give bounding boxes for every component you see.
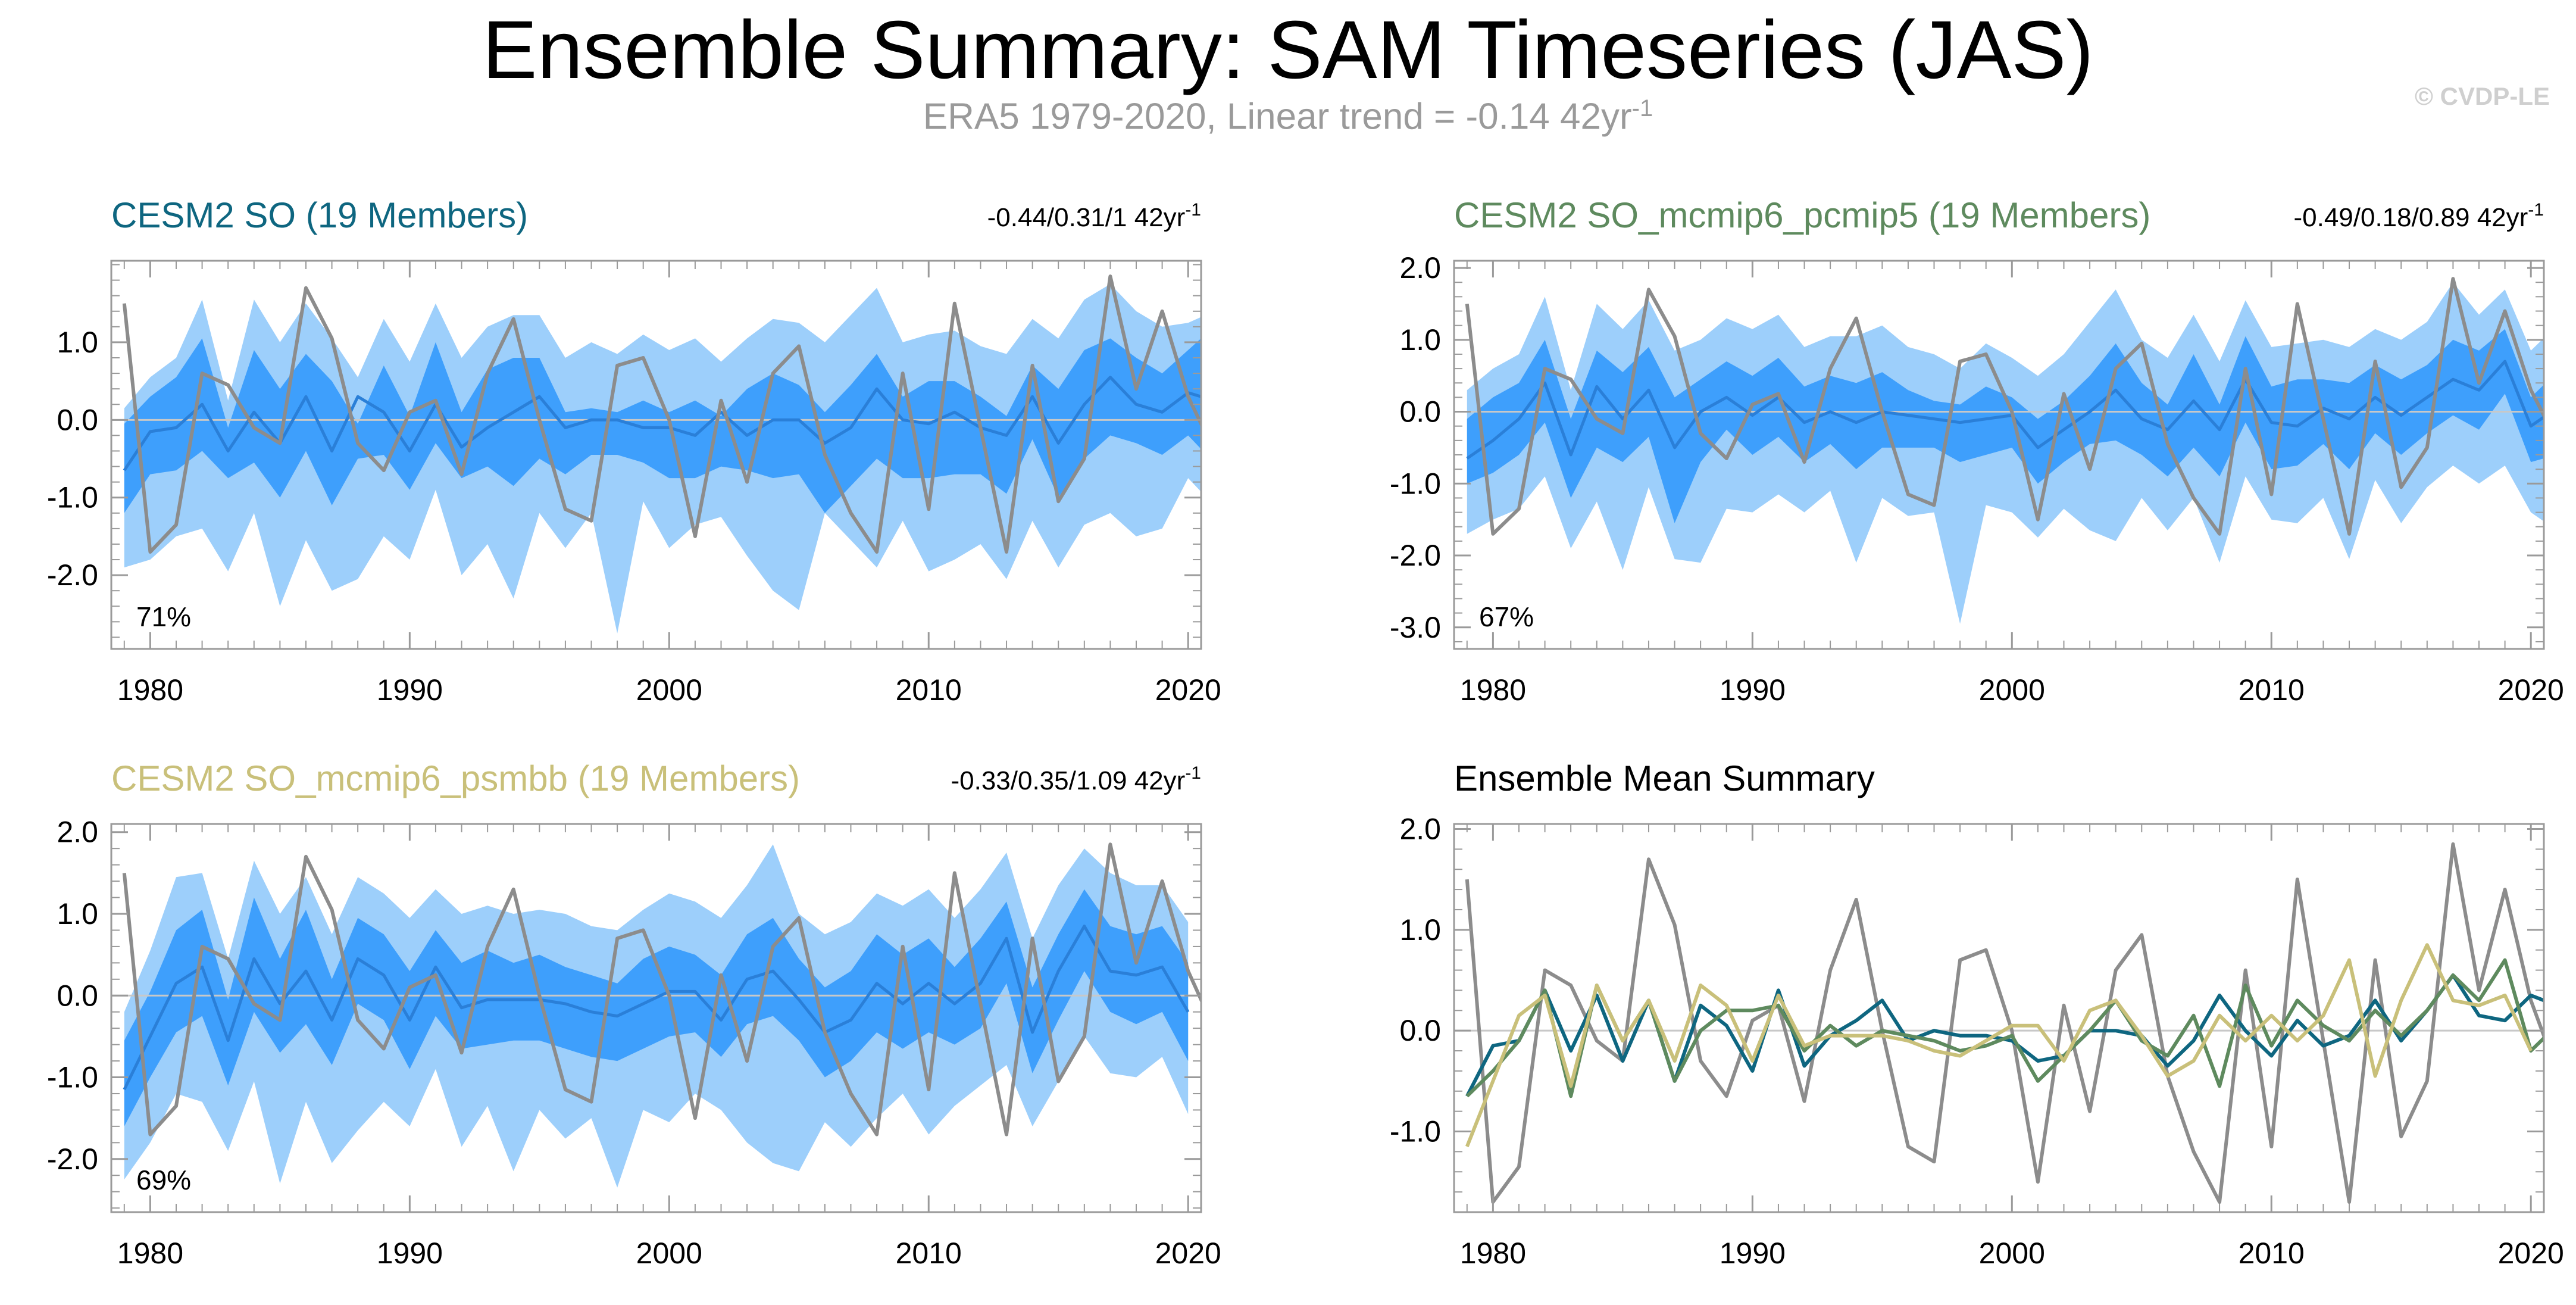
series-line-cesm2-so-mcmip6-psmbb	[1465, 943, 2533, 1148]
percent-label: 69%	[136, 1164, 191, 1195]
y-tick-label: 1.0	[57, 326, 98, 359]
trend-label-superscript: -1	[1185, 200, 1201, 220]
y-tick-label: 1.0	[57, 897, 98, 931]
x-tick-label: 1990	[1720, 673, 1786, 707]
x-tick-label: 2010	[2239, 673, 2305, 707]
series-line-era5-observations	[122, 274, 1201, 554]
series-line-era5-observations	[1465, 277, 2544, 536]
x-tick-label: 1980	[117, 673, 183, 707]
chart-panel-p3: 2.0 1.0 0.0 -1.0 -2.0 1980 1990 2000 2010 2020 CES…	[47, 758, 1221, 1270]
series-line-ensemble-mean	[123, 925, 1190, 1091]
y-tick-label: 1.0	[1399, 323, 1441, 357]
y-tick-label: 2.0	[57, 816, 98, 849]
plot-area	[1454, 842, 2544, 1204]
chart-panel-p2: 2.0 1.0 0.0 -1.0 -2.0 -3.0 1980 1990 2000 2010 202…	[1390, 195, 2564, 707]
y-tick-label: -3.0	[1390, 611, 1441, 644]
plot-frame	[110, 260, 1202, 650]
y-tick-label: 2.0	[1399, 251, 1441, 285]
y-tick-label: 1.0	[1399, 913, 1441, 947]
inner-spread-band	[1467, 329, 2544, 523]
x-tick-label: 1990	[377, 1237, 443, 1270]
x-tick-label: 1980	[1460, 673, 1526, 707]
x-tick-label: 2010	[896, 1237, 962, 1270]
x-tick-label: 2000	[636, 673, 702, 707]
y-tick-label: -1.0	[1390, 467, 1441, 500]
x-tick-label: 1980	[117, 1237, 183, 1270]
x-tick-label: 2020	[1155, 1237, 1221, 1270]
y-tick-label: -1.0	[1390, 1115, 1441, 1148]
series-line-era5-observations	[122, 842, 1201, 1137]
trend-label-superscript: -1	[1185, 763, 1201, 783]
subtitle-superscript: -1	[1631, 95, 1653, 121]
panel-title: CESM2 SO_mcmip6_psmbb (19 Members)	[111, 758, 800, 798]
x-tick-label: 2000	[1979, 1237, 2045, 1270]
panel-title: CESM2 SO (19 Members)	[111, 195, 528, 235]
trend-label-text: -0.49/0.18/0.89 42yr	[2293, 203, 2528, 232]
x-tick-label: 1980	[1460, 1237, 1526, 1270]
trend-label: -0.49/0.18/0.89 42yr-1	[2293, 200, 2544, 232]
plot-frame	[1453, 823, 2545, 1213]
trend-label-text: -0.33/0.35/1.09 42yr	[951, 766, 1185, 795]
trend-label-text: -0.44/0.31/1 42yr	[987, 203, 1186, 232]
inner-spread-band	[124, 889, 1189, 1126]
x-tick-label: 1990	[377, 673, 443, 707]
x-tick-label: 1990	[1720, 1237, 1786, 1270]
plot-area	[1454, 277, 2544, 624]
x-tick-label: 2000	[1979, 673, 2045, 707]
x-tick-label: 2010	[2239, 1237, 2305, 1270]
trend-label: -0.44/0.31/1 42yr-1	[987, 200, 1201, 232]
y-tick-label: -2.0	[47, 1142, 98, 1176]
y-tick-label: 0.0	[1399, 395, 1441, 429]
subtitle-text: ERA5 1979-2020, Linear trend = -0.14 42y…	[923, 96, 1632, 138]
chart-panel-p1: 1.0 0.0 -1.0 -2.0 1980 1990 2000 2010 2020 CESM2 …	[47, 195, 1221, 707]
x-tick-label: 2000	[636, 1237, 702, 1270]
y-tick-label: 2.0	[1399, 812, 1441, 845]
y-tick-label: -2.0	[1390, 539, 1441, 572]
plot-area	[111, 842, 1201, 1188]
x-tick-label: 2010	[896, 673, 962, 707]
y-tick-label: -2.0	[47, 558, 98, 592]
y-tick-label: -1.0	[47, 481, 98, 514]
y-tick-label: 0.0	[57, 979, 98, 1012]
trend-label: -0.33/0.35/1.09 42yr-1	[951, 763, 1201, 795]
page-subtitle: ERA5 1979-2020, Linear trend = -0.14 42y…	[0, 94, 2576, 139]
x-tick-label: 2020	[1155, 673, 1221, 707]
chart-panel-p4: 2.0 1.0 0.0 -1.0 1980 1990 2000 2010 2020 Ensembl…	[1390, 758, 2564, 1270]
plot-frame	[110, 823, 1202, 1213]
x-tick-label: 2020	[2498, 1237, 2564, 1270]
percent-label: 67%	[1479, 601, 1534, 632]
trend-label-superscript: -1	[2528, 200, 2544, 220]
watermark: © CVDP-LE	[2415, 82, 2550, 110]
panel-title: Ensemble Mean Summary	[1454, 758, 1875, 798]
panel-title: CESM2 SO_mcmip6_pcmip5 (19 Members)	[1454, 195, 2150, 235]
series-line-era5-observations	[1465, 842, 2544, 1204]
x-tick-label: 2020	[2498, 673, 2564, 707]
page-title: Ensemble Summary: SAM Timeseries (JAS)	[482, 4, 2094, 96]
percent-label: 71%	[136, 601, 191, 632]
y-tick-label: 0.0	[1399, 1014, 1441, 1047]
y-tick-label: 0.0	[57, 403, 98, 436]
plot-area	[111, 274, 1201, 633]
y-tick-label: -1.0	[47, 1061, 98, 1094]
